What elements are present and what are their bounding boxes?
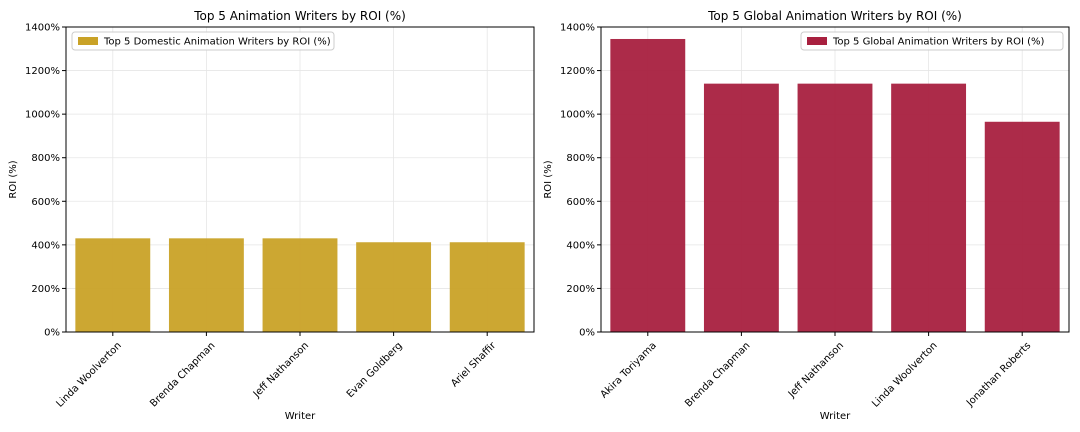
bar-brenda-chapman[interactable] [703, 83, 779, 333]
x-tick-label: Jeff Nathanson [251, 340, 311, 400]
chart-panel-2: 0% 200% 400% 600% 800% 1000% 1200% 1400% Akira T… [543, 9, 1070, 422]
y-tick-label: 1000% [25, 110, 60, 121]
y-tick-label: 200% [31, 284, 60, 295]
bar-jeff-nathanson[interactable] [262, 238, 338, 332]
bar-evan-goldberg[interactable] [356, 242, 432, 332]
y-tick-label: 400% [566, 240, 595, 251]
plot-frame [65, 26, 535, 333]
x-tick-label: Linda Woolverton [870, 340, 939, 409]
bar-linda-woolverton[interactable] [891, 83, 967, 333]
legend-swatch [78, 37, 98, 45]
x-tick-label: Akira Toriyama [599, 340, 659, 400]
x-tick-label: Brenda Chapman [148, 340, 217, 409]
y-tick-label: 0% [44, 328, 60, 339]
bar-jonathan-roberts[interactable] [984, 121, 1060, 333]
y-tick-label: 1400% [25, 23, 60, 34]
y-tick-label: 1200% [25, 66, 60, 77]
plot-frame [600, 26, 1070, 333]
legend-box [800, 31, 1064, 51]
legend-label: Top 5 Domestic Animation Writers by ROI … [103, 37, 331, 48]
bar-jeff-nathanson[interactable] [797, 83, 873, 333]
x-tick-label: Jonathan Roberts [964, 340, 1033, 409]
x-tick-label: Brenda Chapman [683, 340, 752, 409]
y-tick-label: 600% [31, 197, 60, 208]
y-tick-label: 800% [31, 153, 60, 164]
x-tick-label: Evan Goldberg [345, 340, 405, 400]
y-tick-label: 1400% [560, 23, 595, 34]
bar-ariel-shaffir[interactable] [449, 242, 525, 332]
x-tick-label: Linda Woolverton [54, 340, 123, 409]
bar-akira-toriyama[interactable] [610, 38, 686, 332]
x-tick-label: Ariel Shaffir [449, 340, 499, 390]
y-tick-label: 800% [566, 153, 595, 164]
y-axis-label: ROI (%) [8, 160, 19, 198]
legend-label: Top 5 Global Animation Writers by ROI (%… [832, 37, 1045, 48]
y-tick-label: 0% [579, 328, 595, 339]
y-tick-label: 200% [566, 284, 595, 295]
legend-swatch [807, 37, 827, 45]
chart-title: Top 5 Animation Writers by ROI (%) [193, 9, 406, 23]
bar-linda-woolverton[interactable] [75, 238, 151, 332]
x-tick-label: Jeff Nathanson [786, 340, 846, 400]
chart-title: Top 5 Global Animation Writers by ROI (%… [707, 9, 962, 23]
y-axis-label: ROI (%) [543, 160, 554, 198]
y-tick-label: 600% [566, 197, 595, 208]
y-tick-label: 1000% [560, 110, 595, 121]
x-axis-label: Writer [285, 411, 316, 422]
bar-brenda-chapman[interactable] [168, 238, 244, 332]
chart-panel-1: 0% 200% 400% 600% 800% 1000% 1200% 1400% Linda W… [8, 9, 535, 422]
legend: Top 5 Domestic Animation Writers by ROI … [71, 31, 335, 51]
y-tick-label: 400% [31, 240, 60, 251]
legend-box [71, 31, 335, 51]
legend: Top 5 Global Animation Writers by ROI (%… [800, 31, 1064, 51]
y-tick-label: 1200% [560, 66, 595, 77]
x-axis-label: Writer [820, 411, 851, 422]
